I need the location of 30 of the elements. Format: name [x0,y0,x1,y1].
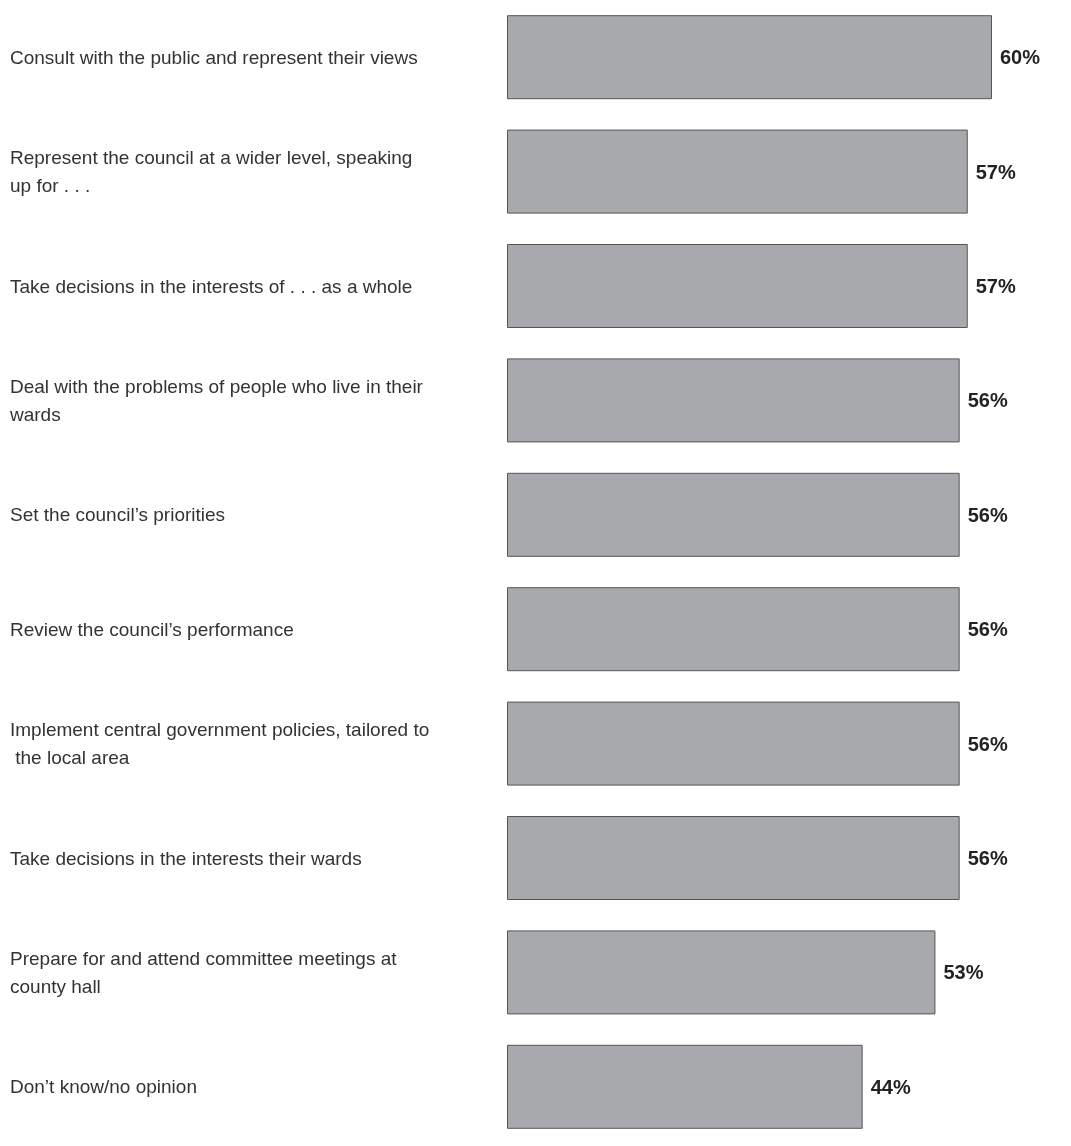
y-tick-label: Take decisions in the interests their wards [10,847,362,869]
data-label: 60% [1000,46,1041,69]
y-tick-label: Take decisions in the interests of . . . as a whole [10,275,413,297]
bar [507,816,960,900]
data-label: 57% [975,160,1016,183]
data-label: 56% [967,732,1008,755]
y-tick-label: Implement central government policies, tailored to the local area [10,719,430,769]
bar [507,1044,863,1129]
bar [507,701,960,786]
data-label: 56% [967,847,1008,869]
bar [507,472,960,557]
data-label: 56% [967,389,1008,412]
data-label: 44% [870,1075,911,1098]
y-tick-label: Don’t know/no opinion [10,1076,197,1098]
y-tick-label: Prepare for and attend committee meetings at county hall [10,947,402,997]
y-tick-label: Deal with the problems of people who live in their wards [9,375,429,425]
y-tick-label: Set the council’s priorities [10,504,226,526]
data-label: 56% [967,618,1008,641]
y-tick-label: Review the council’s performance [10,618,294,640]
bar [507,244,968,328]
bar [507,930,936,1015]
data-label: 57% [975,275,1016,297]
data-label: 56% [967,503,1008,526]
y-tick-label: Represent the council at a wider level, speaking up for . . . [10,147,418,197]
bar [507,587,960,672]
data-label: 53% [943,961,984,984]
y-tick-label: Consult with the public and represent their views [10,46,418,68]
bar [507,15,992,100]
bar [507,129,968,214]
bar [507,358,960,443]
